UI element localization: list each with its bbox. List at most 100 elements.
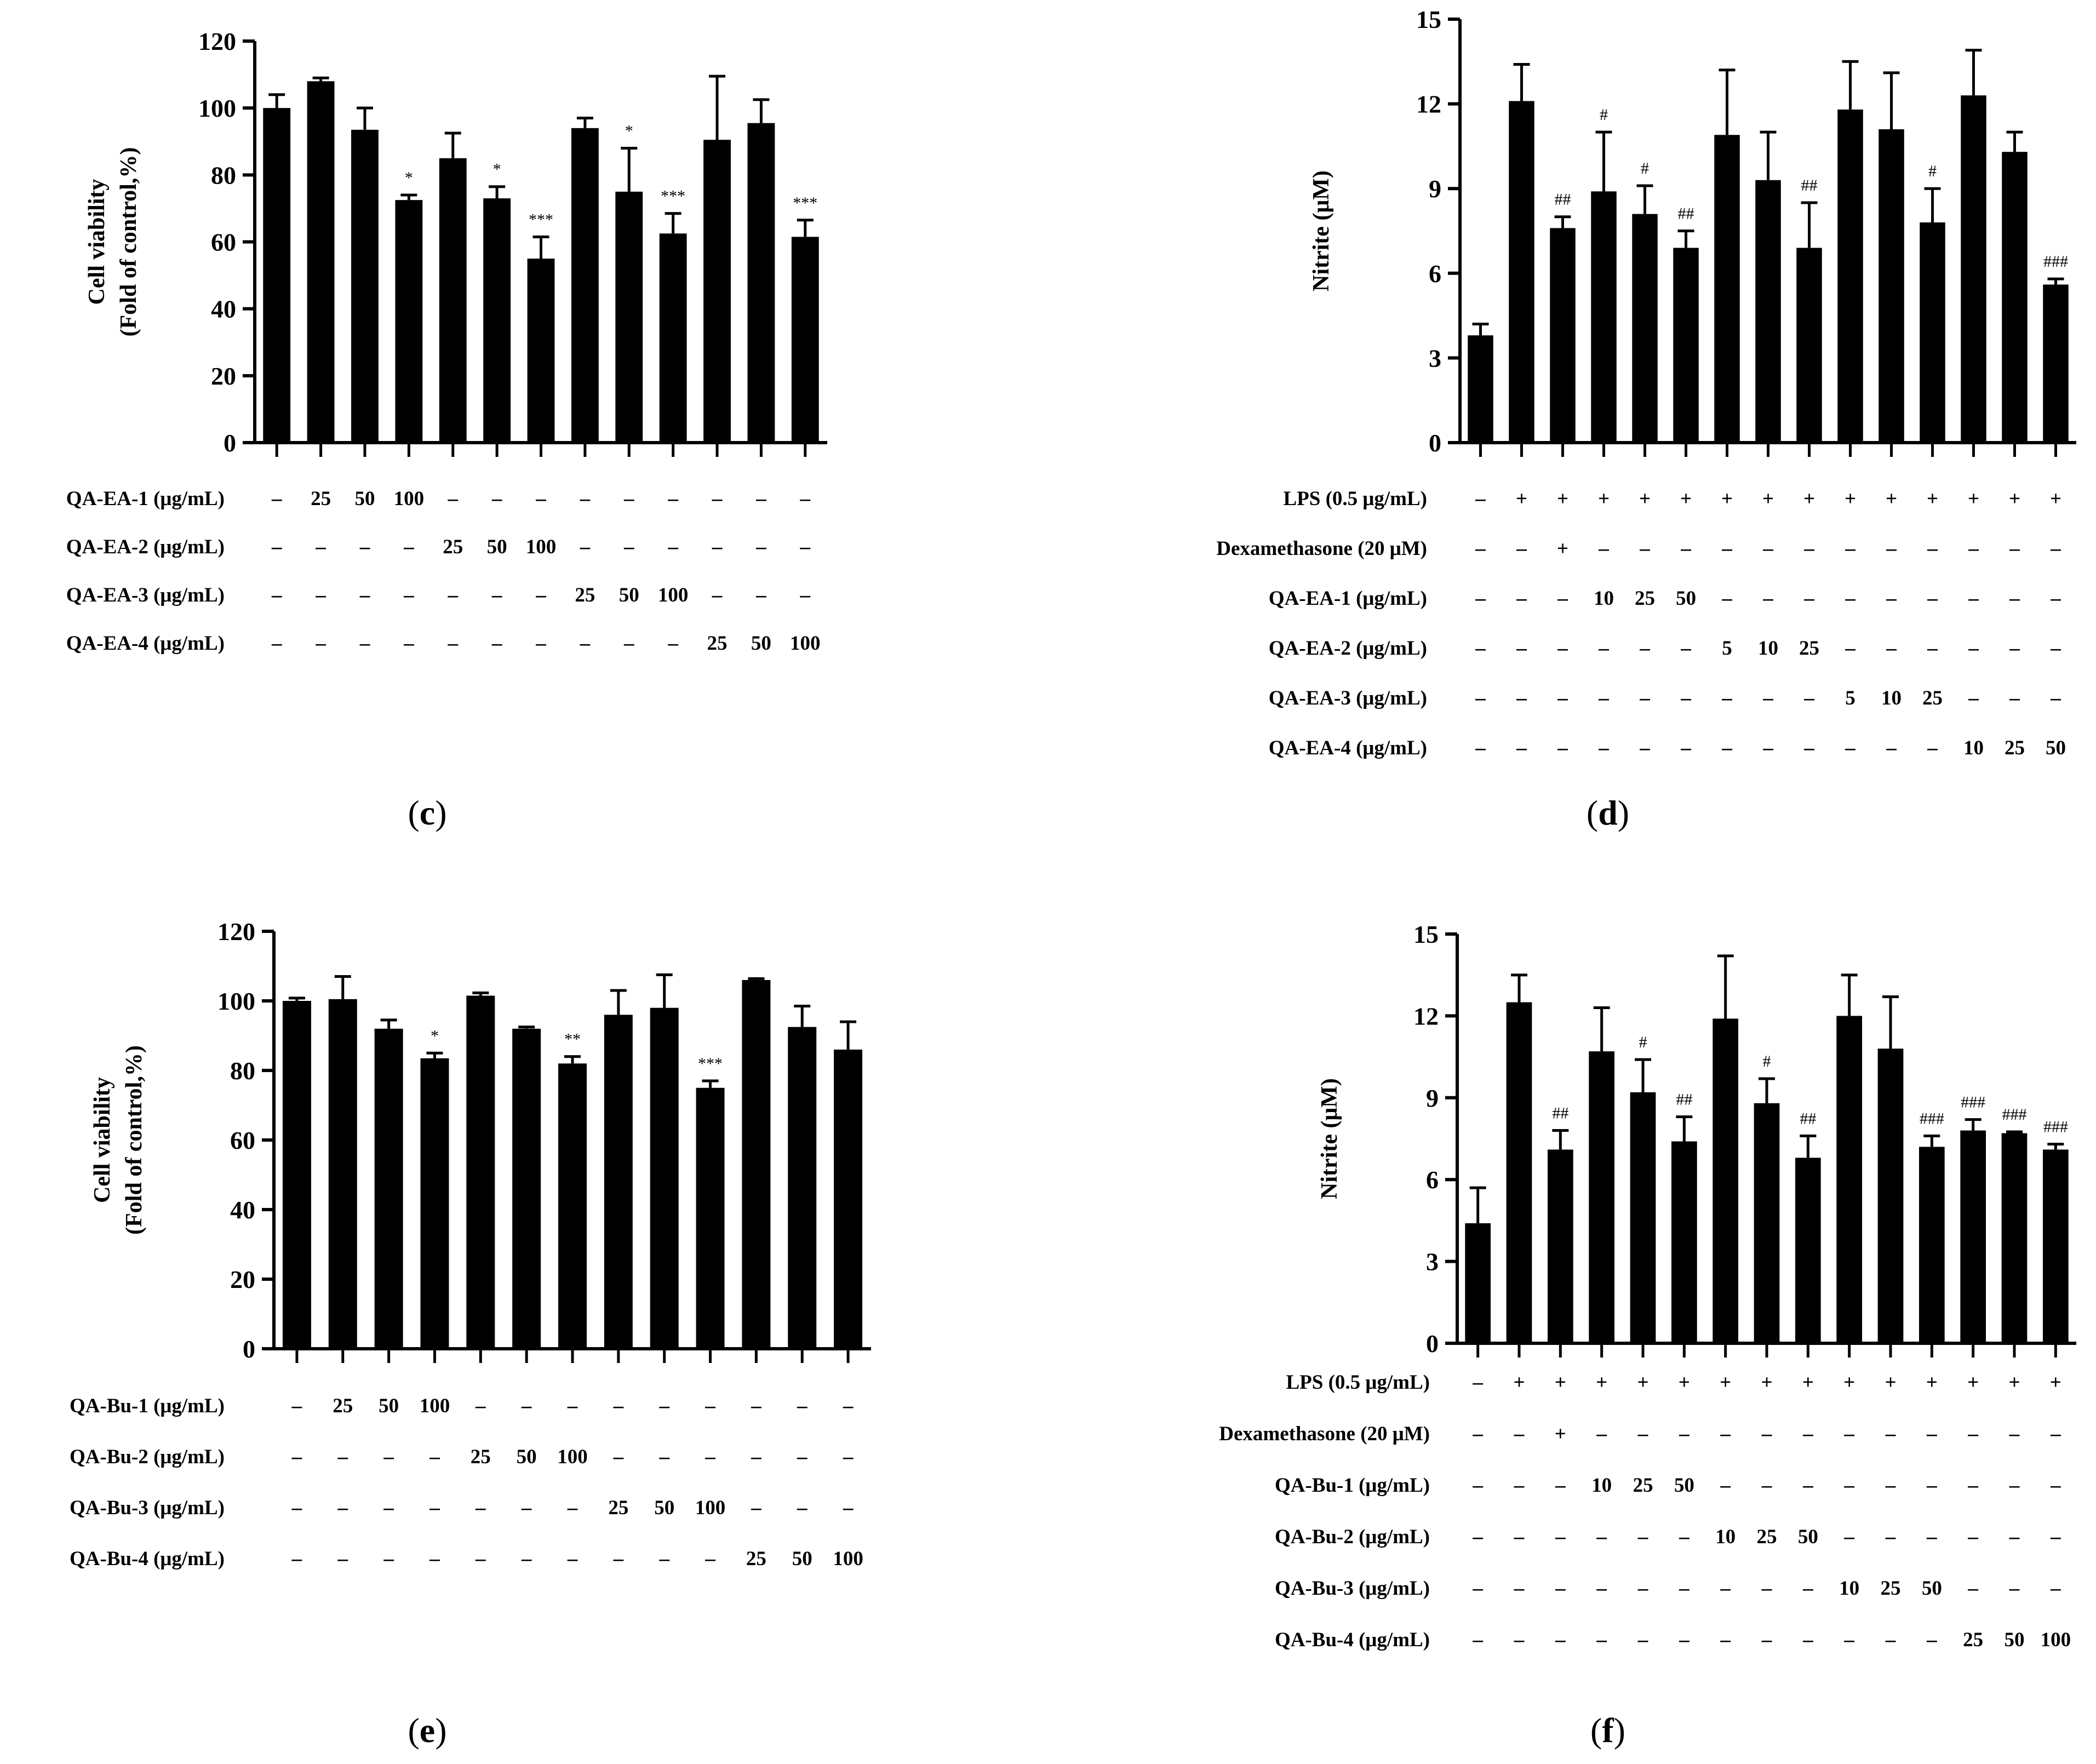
treatment-cell: + xyxy=(1886,488,1897,510)
treatment-row-label: QA-EA-4 (μg/mL) xyxy=(1269,737,1427,759)
treatment-cell: – xyxy=(1885,1629,1896,1651)
bar xyxy=(615,191,643,443)
treatment-cell: – xyxy=(1802,1577,1813,1600)
treatment-row-label: QA-EA-2 (μg/mL) xyxy=(66,536,225,558)
y-tick-label: 100 xyxy=(217,987,255,1015)
treatment-cell: – xyxy=(1927,587,1938,610)
treatment-cell: – xyxy=(2009,1474,2020,1497)
bar xyxy=(1630,1092,1656,1343)
significance-label: ## xyxy=(1676,1091,1692,1109)
bar xyxy=(307,81,335,443)
treatment-cell: – xyxy=(797,1446,808,1468)
significance-label: * xyxy=(625,122,633,140)
treatment-cell: – xyxy=(491,584,502,606)
treatment-cell: – xyxy=(429,1548,440,1570)
y-tick-label: 40 xyxy=(211,295,236,323)
treatment-cell: – xyxy=(1885,1474,1896,1497)
treatment-cell: + xyxy=(1680,488,1692,510)
treatment-cell: 25 xyxy=(1799,637,1819,660)
treatment-cell: – xyxy=(1557,687,1568,709)
panel-label: (f) xyxy=(1590,1711,1625,1750)
bar xyxy=(1920,222,1945,443)
bar xyxy=(747,123,775,443)
significance-label: ## xyxy=(1801,176,1818,194)
treatment-cell: – xyxy=(1514,1526,1525,1548)
treatment-cell: – xyxy=(271,584,282,606)
y-axis-label: Cell viability xyxy=(90,1077,115,1203)
treatment-cell: – xyxy=(613,1395,624,1417)
treatment-cell: – xyxy=(658,1395,669,1417)
treatment-cell: + xyxy=(1967,1371,1979,1394)
treatment-cell: + xyxy=(1555,1423,1566,1445)
treatment-cell: – xyxy=(1475,488,1486,510)
treatment-cell: 10 xyxy=(1881,687,1902,709)
treatment-cell: – xyxy=(2009,1423,2020,1445)
treatment-cell: – xyxy=(475,1497,486,1519)
treatment-cell: – xyxy=(1761,1423,1772,1445)
treatment-cell: – xyxy=(1802,1423,1813,1445)
treatment-cell: – xyxy=(1926,1526,1937,1548)
treatment-cell: – xyxy=(1472,1474,1483,1497)
y-tick-label: 9 xyxy=(1426,1084,1439,1112)
treatment-cell: – xyxy=(403,632,414,655)
treatment-cell: – xyxy=(1516,637,1527,660)
treatment-cell: – xyxy=(751,1446,761,1468)
treatment-row-label: Dexamethasone (20 μM) xyxy=(1216,537,1427,560)
treatment-cell: – xyxy=(1927,637,1938,660)
significance-label: ### xyxy=(2002,1106,2027,1124)
bar xyxy=(742,980,771,1349)
treatment-cell: – xyxy=(2009,537,2020,560)
treatment-row-label: QA-Bu-3 (μg/mL) xyxy=(70,1497,225,1519)
treatment-cell: – xyxy=(667,488,678,510)
treatment-cell: – xyxy=(1639,537,1650,560)
treatment-cell: – xyxy=(1845,637,1856,660)
treatment-cell: + xyxy=(2050,488,2061,510)
treatment-cell: – xyxy=(1762,537,1773,560)
treatment-cell: – xyxy=(521,1395,532,1417)
bar xyxy=(328,999,357,1349)
treatment-cell: – xyxy=(843,1446,854,1468)
treatment-cell: – xyxy=(1598,737,1609,759)
treatment-cell: – xyxy=(383,1548,394,1570)
treatment-cell: – xyxy=(705,1395,715,1417)
treatment-cell: – xyxy=(337,1548,348,1570)
treatment-cell: – xyxy=(1475,737,1486,759)
treatment-cell: – xyxy=(1514,1474,1525,1497)
bar xyxy=(2002,152,2028,443)
y-tick-label: 0 xyxy=(1429,429,1441,457)
treatment-cell: 50 xyxy=(517,1446,537,1468)
treatment-cell: + xyxy=(1596,1371,1607,1394)
treatment-cell: – xyxy=(1637,1526,1648,1548)
treatment-cell: 100 xyxy=(394,488,425,510)
treatment-cell: – xyxy=(1680,737,1691,759)
treatment-cell: 100 xyxy=(790,632,821,655)
bar xyxy=(604,1015,633,1349)
treatment-cell: 25 xyxy=(443,536,463,558)
y-tick-label: 120 xyxy=(198,27,236,55)
bar xyxy=(791,237,819,443)
treatment-cell: – xyxy=(1472,1577,1483,1600)
treatment-cell: – xyxy=(712,584,723,606)
y-tick-label: 60 xyxy=(211,228,236,256)
treatment-cell: – xyxy=(1555,1629,1566,1651)
bar xyxy=(1509,101,1534,443)
bar xyxy=(1836,1016,1863,1343)
treatment-cell: 50 xyxy=(792,1548,812,1570)
treatment-cell: – xyxy=(1596,1577,1607,1600)
significance-label: *** xyxy=(661,187,685,205)
treatment-cell: + xyxy=(2009,488,2020,510)
treatment-cell: – xyxy=(755,584,766,606)
treatment-cell: – xyxy=(1680,537,1691,560)
treatment-cell: – xyxy=(2050,1526,2061,1548)
treatment-cell: – xyxy=(1639,637,1650,660)
y-tick-label: 9 xyxy=(1429,175,1441,203)
treatment-cell: 50 xyxy=(654,1497,674,1519)
panel-e-chart: 0 20 40 60 80 100 120 Cell viability (Fold of co… xyxy=(70,918,871,1750)
treatment-cell: + xyxy=(2008,1371,2020,1394)
treatment-cell: – xyxy=(2009,587,2020,610)
treatment-cell: 25 xyxy=(1635,587,1655,610)
treatment-cell: – xyxy=(1680,687,1691,709)
y-tick-label: 12 xyxy=(1416,90,1441,118)
treatment-cell: – xyxy=(1968,637,1979,660)
treatment-cell: – xyxy=(2009,1526,2020,1548)
